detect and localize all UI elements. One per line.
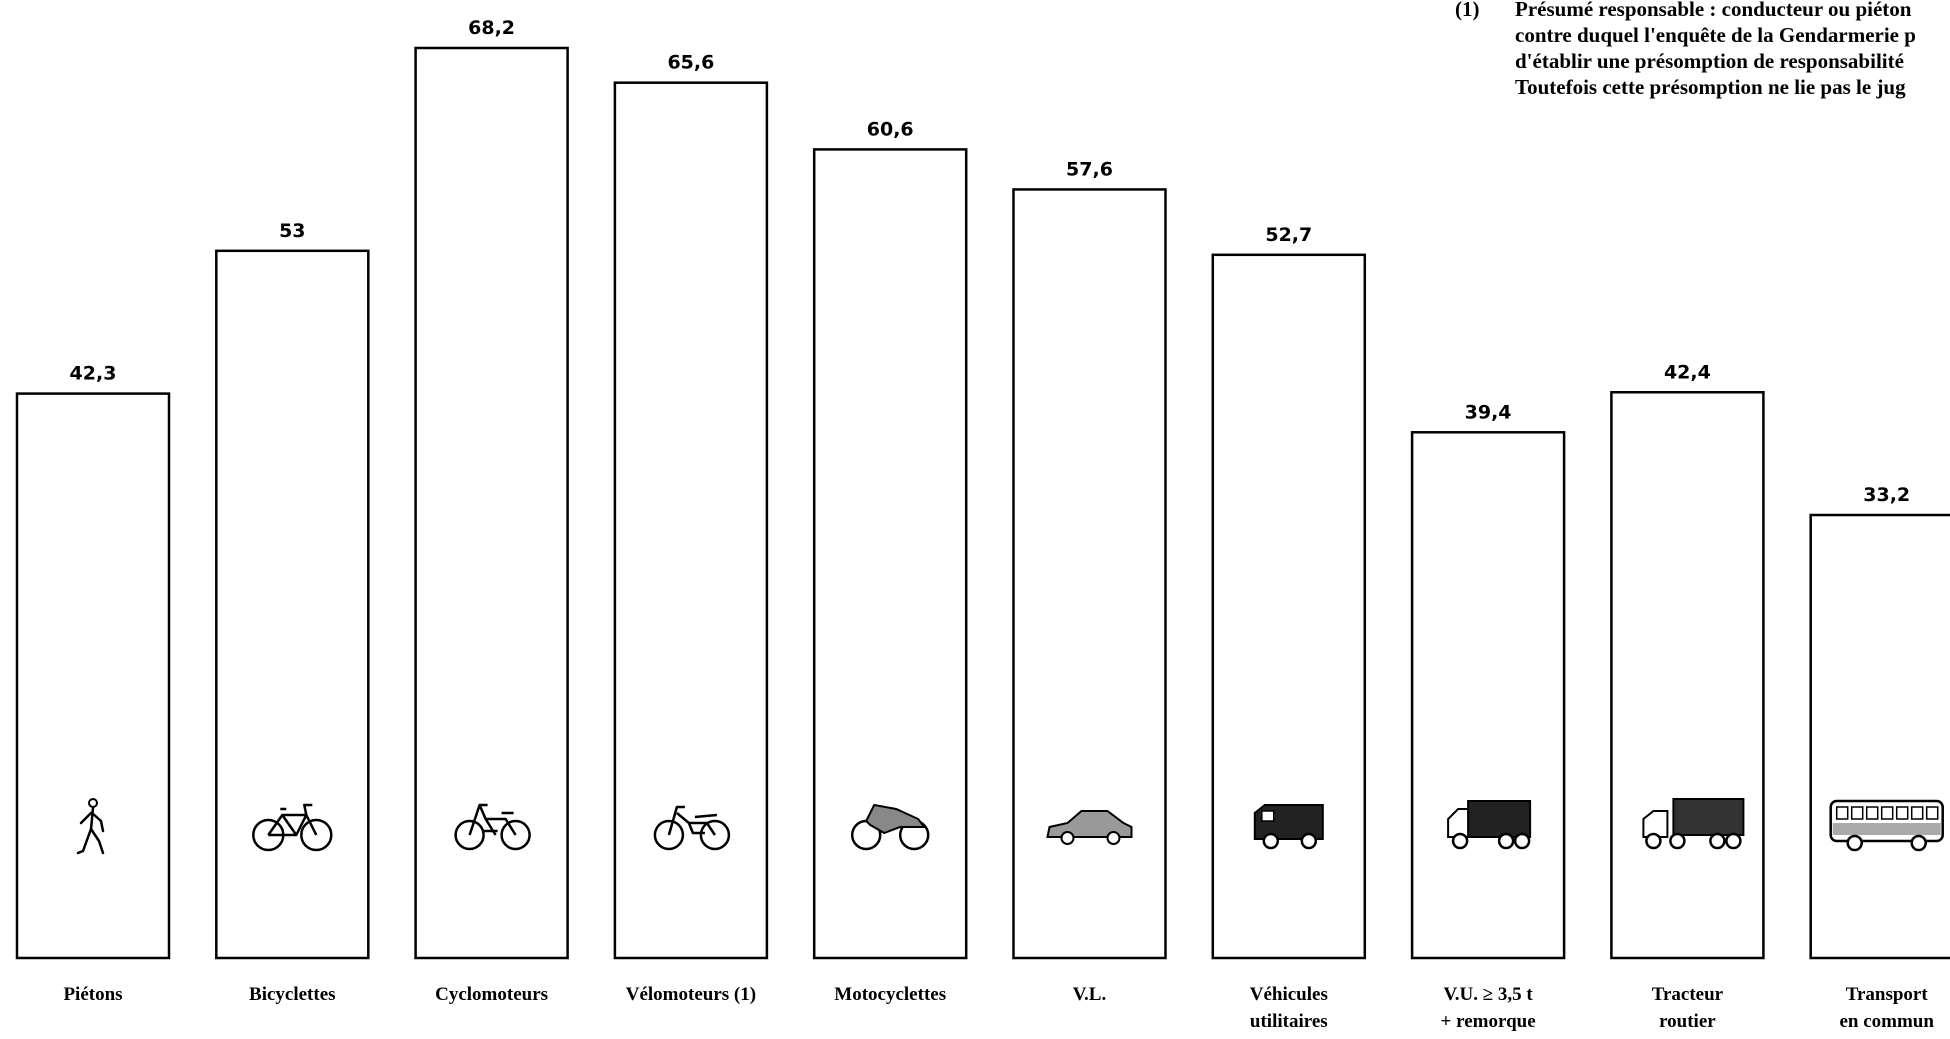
footnote-line: contre duquel l'enquête de la Gendarmeri… (1515, 23, 1916, 47)
category-label: Tracteur (1652, 984, 1724, 1005)
value-label: 57,6 (1066, 158, 1113, 180)
category-label: Cyclomoteurs (435, 984, 548, 1005)
category-label: Piétons (63, 984, 122, 1005)
category-label: en commun (1839, 1011, 1934, 1032)
bar (1410, 431, 1566, 960)
category-label: Vélomoteurs (1) (626, 984, 756, 1005)
bar (613, 81, 769, 960)
category-label: Bicyclettes (249, 984, 336, 1005)
bicycle-icon (252, 803, 333, 852)
value-label: 65,6 (667, 52, 714, 74)
footnote-text: Présumé responsable : conducteur ou piét… (1515, 0, 1916, 100)
value-label: 39,4 (1465, 401, 1512, 423)
category-label: V.L. (1073, 984, 1106, 1005)
semi-truck-icon (1642, 798, 1745, 850)
footnote-line: Toutefois cette présomption ne lie pas l… (1515, 75, 1906, 99)
category-label: + remorque (1441, 1011, 1536, 1032)
bars-group (15, 46, 1950, 960)
bar (1012, 188, 1167, 960)
category-label: V.U. ≥ 3,5 t (1443, 984, 1533, 1005)
category-labels-group: Piétons Bicyclettes Cyclomoteurs Vélomoteur… (63, 984, 1934, 1039)
footnote-marker: (1) (1455, 0, 1480, 21)
icons-group (76, 798, 1944, 855)
footnote-line: d'établir une présomption de responsabil… (1515, 49, 1904, 73)
pedestrian-icon (76, 798, 105, 855)
bar (15, 392, 171, 960)
moped-icon (454, 803, 531, 851)
bar (1610, 391, 1765, 960)
value-label: 42,4 (1664, 361, 1711, 383)
bus-icon (1829, 799, 1944, 852)
value-label: 60,6 (867, 118, 914, 140)
bar (1211, 253, 1367, 960)
car-icon (1046, 810, 1133, 845)
value-label: 33,2 (1863, 484, 1910, 506)
value-label: 52,7 (1265, 224, 1312, 246)
category-label: Transport (1846, 984, 1929, 1005)
category-label: utilitaires (1250, 1011, 1328, 1032)
bar (215, 249, 370, 960)
truck-icon (1447, 800, 1532, 850)
value-labels-group: 42,3 53 68,2 65,6 60,6 57,6 52,7 39,4 42,4 33,2 (70, 17, 1911, 506)
bar (812, 148, 968, 960)
value-label: 42,3 (70, 363, 117, 385)
value-label: 68,2 (468, 17, 515, 39)
footnote-line: Présumé responsable : conducteur ou piét… (1515, 0, 1912, 21)
value-label: 53 (279, 220, 305, 242)
bar (1809, 513, 1950, 960)
category-label: Motocyclettes (834, 984, 946, 1005)
category-label: routier (1659, 1011, 1716, 1032)
van-icon (1253, 804, 1324, 850)
bar (414, 46, 569, 960)
category-label: Véhicules (1250, 984, 1328, 1005)
light-motorcycle-icon (653, 805, 731, 851)
motorcycle-icon (850, 803, 930, 851)
